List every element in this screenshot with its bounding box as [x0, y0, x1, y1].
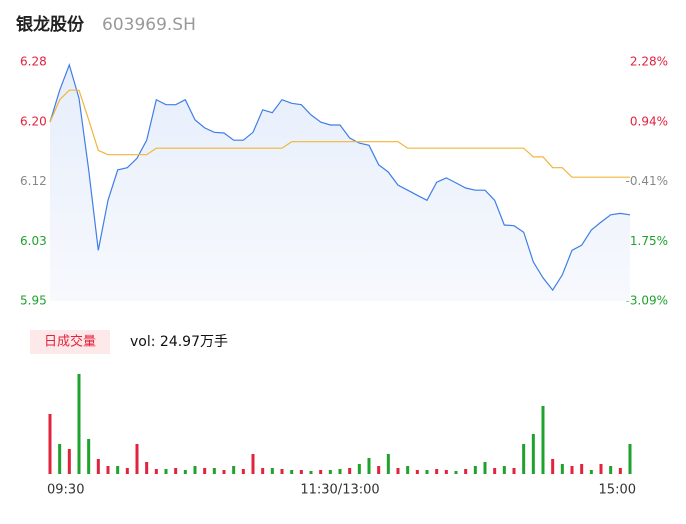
volume-bar — [241, 469, 245, 474]
volume-bar — [87, 439, 91, 474]
price-line — [49, 63, 631, 292]
volume-bar — [377, 466, 381, 474]
volume-bar — [570, 466, 574, 474]
volume-bar — [551, 459, 555, 474]
volume-bar — [502, 466, 506, 474]
y2-tick-label: -1.75% — [626, 234, 668, 248]
x-tick-label: 11:30/13:00 — [300, 483, 379, 498]
volume-bar — [512, 468, 516, 474]
legend-box — [30, 330, 110, 354]
volume-bar — [618, 468, 622, 474]
volume-bar — [299, 470, 303, 474]
volume-bar — [67, 449, 71, 474]
volume-bar — [174, 468, 178, 474]
volume-bar — [464, 469, 468, 474]
volume-bar — [77, 374, 81, 474]
volume-bar — [222, 470, 226, 474]
volume-bar — [145, 462, 149, 474]
volume-bar — [261, 468, 265, 474]
volume-bar — [154, 469, 158, 474]
volume-bar — [415, 470, 419, 474]
volume-bar — [599, 464, 603, 474]
volume-bar — [473, 466, 477, 474]
volume-summary: vol: 24.97万手 — [130, 334, 228, 350]
y2-tick-label: 2.28% — [630, 55, 668, 69]
volume-bar — [116, 466, 120, 474]
volume-bar — [580, 464, 584, 474]
volume-bar — [164, 469, 168, 474]
y2-tick-label: 0.94% — [630, 114, 668, 128]
volume-bar — [522, 444, 526, 474]
volume-bar — [396, 468, 400, 474]
volume-bar — [628, 444, 632, 474]
volume-bar — [493, 468, 497, 474]
x-tick-label: 15:00 — [599, 483, 636, 498]
volume-bar — [328, 470, 332, 474]
volume-bar — [454, 471, 458, 474]
volume-bar — [589, 470, 593, 474]
y-tick-label: 6.20 — [20, 114, 47, 128]
volume-bar — [193, 466, 197, 474]
volume-bar — [319, 470, 323, 474]
volume-bar — [609, 466, 613, 474]
volume-bar — [280, 469, 284, 474]
volume-bar — [212, 468, 216, 474]
volume-bar — [183, 470, 187, 474]
volume-bar — [270, 468, 274, 474]
volume-bar — [309, 471, 313, 474]
volume-bar — [406, 466, 410, 474]
x-tick-label: 09:30 — [47, 483, 84, 498]
volume-bar — [338, 469, 342, 474]
volume-bar — [290, 470, 294, 474]
y-tick-label: 5.95 — [20, 294, 47, 308]
volume-bar — [203, 468, 207, 474]
volume-bar — [125, 468, 129, 474]
volume-bar — [348, 468, 352, 474]
volume-bar — [251, 454, 255, 474]
volume-bar — [48, 414, 52, 474]
y-tick-label: 6.28 — [20, 55, 47, 69]
volume-bar — [435, 469, 439, 474]
y2-tick-label: -3.09% — [626, 294, 668, 308]
volume-bar — [232, 466, 236, 474]
volume-bar — [106, 466, 110, 474]
volume-bar — [425, 470, 429, 474]
volume-title: 日成交量 — [44, 334, 96, 350]
volume-bar — [483, 462, 487, 474]
volume-bar — [135, 444, 139, 474]
volume-bar — [386, 454, 390, 474]
volume-bar — [541, 406, 545, 474]
stock-code: 603969.SH — [102, 15, 196, 35]
y-tick-label: 6.12 — [20, 174, 47, 188]
volume-bar — [444, 470, 448, 474]
volume-bar — [367, 458, 371, 474]
volume-bar — [58, 444, 62, 474]
volume-bar — [357, 464, 361, 474]
price-area — [50, 64, 630, 302]
y-tick-label: 6.03 — [20, 234, 47, 248]
stock-name: 银龙股份 — [16, 14, 85, 35]
average-line — [49, 89, 630, 178]
volume-bar — [96, 459, 100, 474]
y2-tick-label: -0.41% — [626, 174, 668, 188]
volume-bar — [560, 464, 564, 474]
volume-bar — [531, 434, 535, 474]
